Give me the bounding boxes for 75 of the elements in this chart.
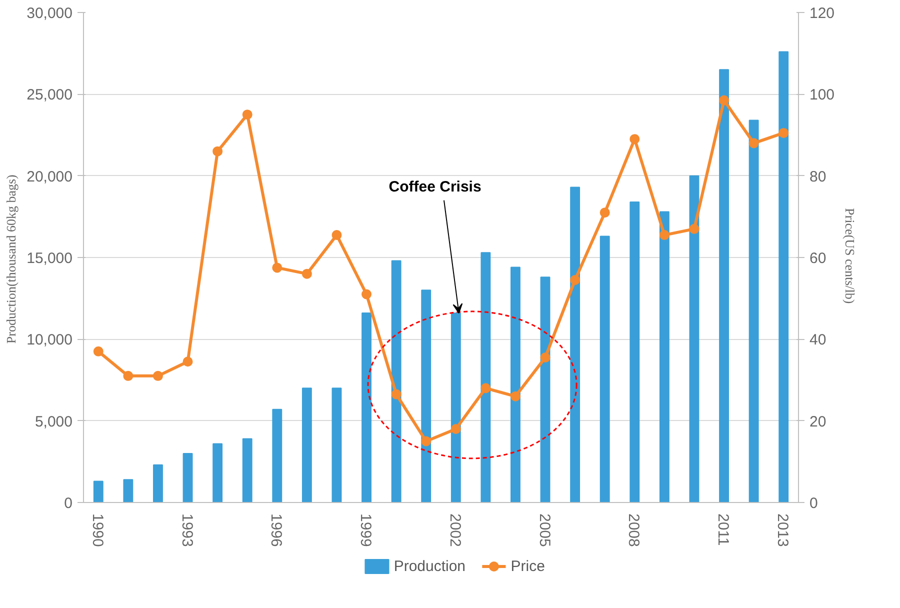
bar: [570, 186, 580, 502]
bar: [182, 453, 193, 502]
point: [659, 230, 670, 240]
bar: [153, 464, 163, 502]
y2-tick-label: 20: [810, 413, 826, 430]
y2-tick-label: 0: [810, 495, 818, 512]
x-tick-label: 2011: [714, 514, 732, 546]
bar: [540, 276, 550, 502]
x-tick-label: 1999: [357, 514, 374, 547]
bar: [421, 290, 432, 502]
y-tick-label: 30,000: [26, 5, 73, 22]
y2-tick-label: 60: [810, 250, 826, 267]
point: [480, 383, 491, 394]
y-tick-label: 20,000: [26, 168, 73, 186]
x-tick-label: 1993: [178, 514, 196, 547]
point: [152, 370, 163, 381]
bar: [748, 120, 759, 502]
x-tick-label: 2013: [774, 514, 792, 547]
bar: [600, 236, 610, 502]
legend-label: Price: [510, 558, 545, 575]
bar: [630, 201, 640, 502]
point: [540, 352, 550, 363]
y-tick-label: 10,000: [26, 332, 73, 349]
x-tick-label: 1996: [268, 514, 285, 547]
bar: [778, 51, 789, 502]
bar: [272, 408, 282, 502]
bar: [242, 438, 252, 502]
point: [302, 268, 312, 279]
y2-tick-label: 100: [810, 86, 835, 104]
point: [570, 274, 580, 285]
bar: [332, 388, 342, 502]
y-tick-label: 15,000: [26, 250, 73, 267]
point: [212, 146, 223, 156]
x-tick-label: 2002: [446, 514, 464, 547]
point: [689, 224, 700, 234]
y2-tick-label: 40: [810, 332, 826, 349]
x-tick-label: 2008: [625, 514, 642, 547]
y2-tick-label: 80: [810, 168, 826, 186]
bar: [510, 266, 520, 502]
point: [748, 138, 759, 148]
y2-tick-label: 120: [810, 5, 835, 22]
annotation: Coffee Crisis: [388, 178, 482, 196]
point: [362, 289, 372, 300]
bar: [93, 480, 104, 502]
legend-label: Production: [394, 558, 466, 575]
bar: [362, 312, 372, 502]
y-tick-label: 5,000: [34, 413, 73, 430]
x-tick-label: 1990: [88, 514, 106, 547]
point: [510, 391, 520, 402]
point: [719, 95, 730, 106]
bar: [123, 479, 134, 502]
bar: [480, 252, 491, 502]
bar: [302, 388, 312, 502]
y2-axis-title: Price(US cents/lb): [842, 208, 858, 304]
bar: [212, 443, 223, 502]
x-tick-label: 2005: [536, 514, 553, 547]
point: [272, 262, 282, 273]
point: [600, 208, 610, 218]
bar: [659, 211, 670, 502]
point: [123, 370, 134, 381]
point: [242, 110, 252, 120]
point: [332, 230, 342, 240]
y-axis-title: Production(thousand 60kg bags): [4, 174, 19, 344]
point: [630, 134, 640, 144]
point: [93, 346, 104, 356]
point: [421, 436, 432, 446]
y-tick-label: 0: [64, 495, 72, 512]
bar: [719, 69, 729, 502]
y-tick-label: 25,000: [26, 86, 73, 104]
point: [391, 389, 402, 400]
bar: [689, 175, 700, 502]
bar: [391, 260, 402, 502]
point: [450, 424, 461, 434]
point: [778, 128, 789, 138]
point: [182, 356, 193, 367]
